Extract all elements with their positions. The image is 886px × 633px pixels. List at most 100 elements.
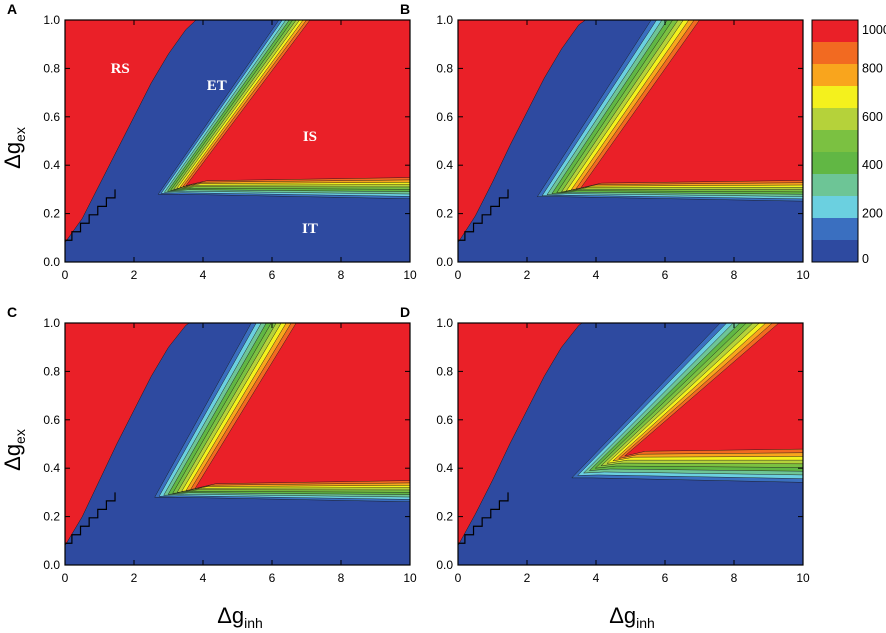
colorbar-tick-label: 400	[862, 158, 883, 172]
region-label-et: ET	[207, 78, 227, 94]
rs-contour-band	[65, 20, 197, 244]
y-tick-label: 0.6	[436, 110, 453, 124]
panel-C: 0 2 4 6 8 10 0.0 0.2 0.4 0.6 0.8 1.0 C	[7, 304, 417, 585]
x-axis-label-right: Δginh	[609, 603, 655, 631]
x-tick-label: 8	[338, 268, 345, 282]
x-tick-label: 4	[593, 571, 600, 585]
colorbar-frame	[811, 19, 859, 263]
y-tick-label: 0.6	[436, 413, 453, 427]
panel-frame	[64, 322, 411, 566]
y-tick-label: 0.4	[436, 158, 453, 172]
x-label-main: Δg	[609, 603, 636, 628]
colorbar-swatch	[812, 174, 858, 197]
x-label-sub: inh	[636, 615, 655, 631]
y-label-sub: ex	[12, 127, 28, 142]
is-contour-band	[194, 323, 410, 489]
y-tick-label: 1.0	[436, 13, 453, 27]
colorbar-tick-label: 0	[862, 252, 869, 266]
rs-staircase-edge	[65, 492, 116, 544]
x-label-main: Δg	[217, 603, 244, 628]
x-tick-label: 4	[200, 571, 207, 585]
colorbar-swatch	[812, 64, 858, 87]
x-tick-label: 4	[200, 268, 207, 282]
y-tick-label: 0.2	[436, 510, 453, 524]
colorbar-swatch	[812, 42, 858, 65]
y-tick-label: 0.8	[436, 61, 453, 75]
svg-text:Δgex: Δgex	[0, 429, 28, 471]
y-tick-label: 0.0	[43, 558, 60, 572]
y-tick-label: 0.2	[43, 510, 60, 524]
y-label-main: Δg	[0, 444, 25, 471]
y-tick-label: 1.0	[436, 316, 453, 330]
colorbar-swatch	[812, 152, 858, 175]
x-tick-label: 2	[131, 268, 138, 282]
x-tick-label: 0	[455, 268, 462, 282]
y-tick-label: 0.4	[43, 158, 60, 172]
is-contour-band	[185, 20, 410, 186]
rs-staircase-edge	[458, 492, 509, 544]
x-tick-label: 6	[269, 571, 276, 585]
colorbar-swatch	[812, 218, 858, 241]
x-tick-label: 10	[403, 571, 417, 585]
x-tick-label: 6	[662, 571, 669, 585]
x-tick-label: 10	[796, 268, 810, 282]
colorbar-swatch	[812, 130, 858, 153]
panel-B: 0 2 4 6 8 10 0.0 0.2 0.4 0.6 0.8 1.0 B	[400, 1, 810, 282]
panel-letter: C	[7, 304, 17, 320]
x-tick-label: 8	[731, 268, 738, 282]
y-label-sub: ex	[12, 429, 28, 444]
colorbar-tick-label: 200	[862, 207, 883, 221]
y-tick-label: 0.0	[436, 255, 453, 269]
is-contour-band	[580, 20, 803, 189]
colorbar-swatch	[812, 240, 858, 263]
panel-plot	[65, 323, 410, 565]
colorbar-tick-label: 1000	[862, 23, 886, 37]
colorbar-swatch	[812, 196, 858, 219]
y-tick-label: 1.0	[43, 13, 60, 27]
x-tick-label: 2	[524, 268, 531, 282]
panel-letter: B	[400, 1, 410, 17]
x-tick-label: 8	[731, 571, 738, 585]
x-tick-label: 0	[455, 571, 462, 585]
panels: 0 2 4 6 8 10 0.0 0.2 0.4 0.6 0.8 1.0 A RS ET IS IT 0 2 4 6 8 1…	[7, 1, 810, 585]
rs-contour-band	[458, 323, 583, 546]
rs-staircase-edge	[65, 189, 116, 241]
is-contour-band	[624, 323, 803, 457]
x-tick-label: 2	[524, 571, 531, 585]
y-label-main: Δg	[0, 142, 25, 169]
rs-contour-band	[458, 20, 587, 244]
x-tick-label: 10	[796, 571, 810, 585]
colorbar-swatch	[812, 86, 858, 109]
x-axis-label-left: Δginh	[217, 603, 263, 631]
rs-staircase-edge	[458, 189, 509, 241]
y-tick-label: 0.0	[436, 558, 453, 572]
y-tick-label: 0.2	[436, 207, 453, 221]
y-tick-label: 0.4	[43, 461, 60, 475]
panel-plot	[65, 20, 410, 262]
x-tick-label: 6	[662, 268, 669, 282]
x-tick-label: 6	[269, 268, 276, 282]
x-label-sub: inh	[244, 615, 263, 631]
colorbar-swatch	[812, 108, 858, 131]
region-label-it: IT	[302, 221, 318, 237]
y-tick-label: 0.2	[43, 207, 60, 221]
colorbar-tick-label: 800	[862, 61, 883, 75]
y-tick-label: 1.0	[43, 316, 60, 330]
panel-letter: A	[7, 1, 17, 17]
y-tick-label: 0.8	[436, 364, 453, 378]
x-tick-label: 8	[338, 571, 345, 585]
x-tick-label: 0	[62, 571, 69, 585]
x-tick-label: 10	[403, 268, 417, 282]
colorbar: 1000 800 600 400 200 0	[811, 19, 886, 266]
colorbar-tick-label: 600	[862, 110, 883, 124]
svg-text:Δgex: Δgex	[0, 127, 28, 169]
panel-letter: D	[400, 304, 410, 320]
panel-plot	[458, 20, 803, 262]
y-tick-label: 0.4	[436, 461, 453, 475]
y-tick-label: 0.6	[43, 413, 60, 427]
panel-frame	[64, 19, 411, 263]
panel-plot	[458, 323, 803, 565]
colorbar-swatch	[812, 20, 858, 43]
y-axis-label-top: Δgex	[0, 127, 28, 169]
